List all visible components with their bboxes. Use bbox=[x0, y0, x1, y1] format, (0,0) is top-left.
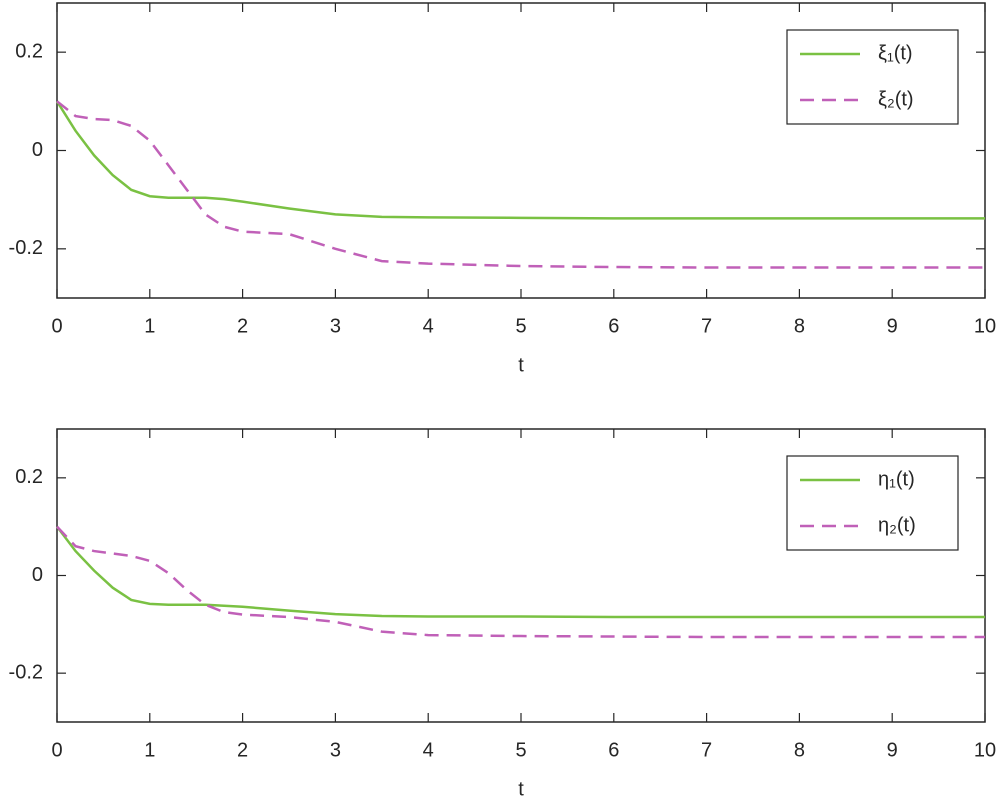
x-tick-label: 0 bbox=[51, 315, 62, 337]
series-line bbox=[56, 525, 985, 639]
x-tick-label: 2 bbox=[237, 315, 248, 337]
x-tick-label: 7 bbox=[701, 739, 712, 761]
x-tick-label: 9 bbox=[887, 739, 898, 761]
x-axis-label: t bbox=[518, 354, 524, 376]
subplot: 0 1 2 3 4 5 6 7 8 9 10 -0.2 0 0.2 t η₁(t) η₂(t) bbox=[9, 428, 996, 800]
x-tick-label: 0 bbox=[51, 739, 62, 761]
x-tick-label: 10 bbox=[974, 739, 996, 761]
subplot: 0 1 2 3 4 5 6 7 8 9 10 -0.2 0 0.2 t ξ₁(t) ξ₂(t) bbox=[9, 2, 996, 376]
legend-label: ξ₁(t) bbox=[878, 42, 913, 64]
x-tick-label: 2 bbox=[237, 739, 248, 761]
x-tick-label: 10 bbox=[974, 315, 996, 337]
y-tick-label: 0.2 bbox=[15, 466, 43, 488]
x-tick-label: 5 bbox=[515, 315, 526, 337]
x-tick-label: 4 bbox=[423, 315, 434, 337]
x-axis-label: t bbox=[518, 778, 524, 800]
x-tick-label: 8 bbox=[794, 315, 805, 337]
legend-label: ξ₂(t) bbox=[878, 88, 914, 110]
x-tick-label: 1 bbox=[144, 315, 155, 337]
y-tick-label: -0.2 bbox=[9, 661, 43, 683]
series-line bbox=[56, 100, 985, 269]
x-tick-label: 6 bbox=[608, 315, 619, 337]
x-tick-label: 8 bbox=[794, 739, 805, 761]
legend-box bbox=[786, 29, 959, 125]
x-tick-label: 3 bbox=[330, 739, 341, 761]
legend-label: η₂(t) bbox=[878, 514, 916, 536]
y-tick-label: -0.2 bbox=[9, 237, 43, 259]
legend-label: η₁(t) bbox=[878, 468, 915, 490]
series-line bbox=[55, 100, 985, 220]
y-tick-label: 0 bbox=[32, 139, 43, 161]
series-line bbox=[56, 525, 985, 619]
x-tick-label: 6 bbox=[608, 739, 619, 761]
x-tick-label: 1 bbox=[144, 739, 155, 761]
x-tick-label: 5 bbox=[515, 739, 526, 761]
x-tick-label: 3 bbox=[330, 315, 341, 337]
legend-box bbox=[786, 455, 959, 551]
y-tick-label: 0.2 bbox=[15, 40, 43, 62]
x-tick-label: 7 bbox=[701, 315, 712, 337]
y-tick-label: 0 bbox=[32, 564, 43, 586]
x-tick-label: 4 bbox=[423, 739, 434, 761]
x-tick-label: 9 bbox=[887, 315, 898, 337]
